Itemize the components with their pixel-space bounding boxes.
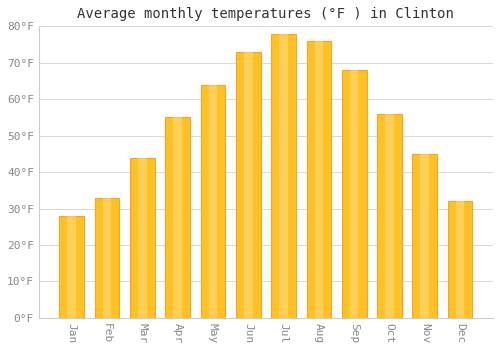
Bar [60,216,84,318]
Bar [280,34,288,318]
Title: Average monthly temperatures (°F ) in Clinton: Average monthly temperatures (°F ) in Cl… [78,7,454,21]
Bar [174,117,182,318]
Bar [448,201,472,318]
Bar [456,201,464,318]
Bar [271,34,296,318]
Bar [306,41,331,318]
Bar [377,114,402,318]
Bar [244,52,252,318]
Bar [412,154,437,318]
Bar [103,198,112,318]
Bar [130,158,155,318]
Bar [385,114,394,318]
Bar [208,85,218,318]
Bar [236,52,260,318]
Bar [68,216,76,318]
Bar [342,70,366,318]
Bar [200,85,226,318]
Bar [314,41,323,318]
Bar [350,70,358,318]
Bar [138,158,146,318]
Bar [166,117,190,318]
Bar [420,154,429,318]
Bar [94,198,120,318]
